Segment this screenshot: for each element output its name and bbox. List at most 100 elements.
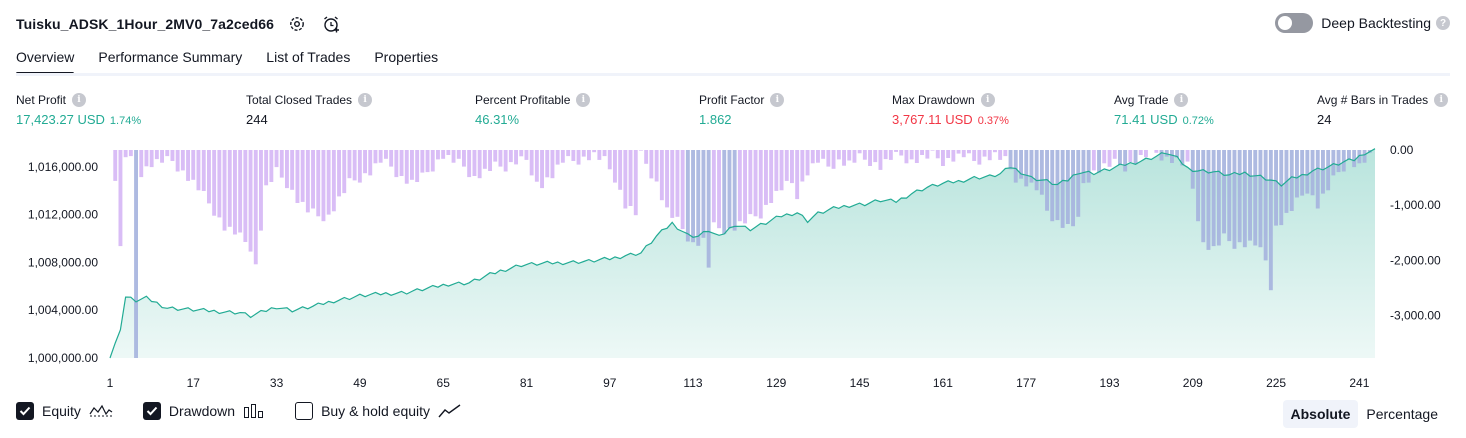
drawdown-bar [389,150,393,167]
drawdown-bar [275,150,279,167]
drawdown-bar [306,150,310,212]
drawdown-bar [207,150,211,203]
drawdown-bar [113,150,117,181]
drawdown-bar [800,150,804,182]
tab-performance-summary[interactable]: Performance Summary [98,45,242,75]
drawdown-bar [348,150,352,178]
drawdown-bar [379,150,383,163]
help-icon[interactable]: ? [1436,16,1450,30]
drawdown-bar [879,150,883,170]
stat-value: 3,767.11 USD [892,112,973,127]
drawdown-toggle[interactable]: Drawdown [143,402,265,420]
drawdown-bar [780,150,784,190]
drawdown-bar [842,150,846,166]
drawdown-bar [894,150,898,152]
gear-icon[interactable] [286,13,308,35]
drawdown-bar [941,150,945,166]
x-axis-tick-label: 241 [1349,376,1369,390]
info-icon[interactable]: i [981,93,995,107]
drawdown-bar [629,150,633,206]
equity-drawdown-chart[interactable]: 1,000,000.00 1,004,000.00 1,008,000.00 1,01… [0,140,1466,394]
drawdown-bar [535,150,539,182]
strategy-title: Tuisku_ADSK_1Hour_2MV0_7a2ced66 [16,16,274,32]
drawdown-bar [259,150,263,231]
right-axis-tick-label: -2,000.00 [1390,253,1441,267]
drawdown-bar [332,150,336,211]
report-header: Tuisku_ADSK_1Hour_2MV0_7a2ced66 [16,12,342,36]
tab-list-of-trades[interactable]: List of Trades [266,45,350,75]
info-icon[interactable]: i [770,93,784,107]
drawdown-bar [618,150,622,190]
drawdown-bar [587,150,591,160]
equity-line-icon [89,403,113,419]
drawdown-bar [920,150,924,155]
equity-checkbox[interactable] [16,402,34,420]
drawdown-bar [806,150,810,175]
info-icon[interactable]: i [1174,93,1188,107]
tab-overview[interactable]: Overview [16,45,74,75]
drawdown-bar [124,150,128,157]
equity-toggle[interactable]: Equity [16,402,113,420]
stat-label: Percent Profitable [475,93,570,107]
info-icon[interactable]: i [1434,93,1448,107]
drawdown-bar [551,150,555,178]
drawdown-checkbox[interactable] [143,402,161,420]
left-axis-tick-label: 1,000,000.00 [28,351,98,365]
absolute-button[interactable]: Absolute [1283,400,1359,428]
drawdown-bar [837,150,841,159]
stat-profit-factor: Profit Factor i 1.862 [699,93,784,127]
drawdown-bar [957,150,961,154]
drawdown-bar [285,150,289,188]
drawdown-bar [1290,150,1294,211]
drawdown-bar [660,150,664,200]
tab-properties[interactable]: Properties [374,45,438,75]
stat-label: Avg # Bars in Trades [1317,93,1428,107]
stat-avg-trade: Avg Trade i 71.41 USD 0.72% [1114,93,1214,127]
drawdown-bar [1300,150,1304,196]
info-icon[interactable]: i [72,93,86,107]
drawdown-bar [452,150,456,163]
drawdown-bar [1102,150,1106,163]
drawdown-bar [649,150,653,178]
deep-backtesting-toggle[interactable] [1275,13,1313,33]
drawdown-bar [394,150,398,177]
drawdown-bar [290,150,294,190]
equity-area [110,149,1375,358]
drawdown-bar [519,150,523,156]
drawdown-bar [748,150,752,214]
drawdown-bar [603,150,607,156]
buy-hold-checkbox[interactable] [295,402,313,420]
drawdown-bar [426,150,430,172]
drawdown-bar [202,150,206,191]
percentage-button[interactable]: Percentage [1358,400,1446,428]
alarm-clock-icon[interactable] [320,13,342,35]
drawdown-bar [696,150,700,246]
drawdown-bar [592,150,596,152]
info-icon[interactable]: i [358,93,372,107]
stat-label: Profit Factor [699,93,764,107]
drawdown-bar [1035,150,1039,190]
drawdown-bar [967,150,971,153]
x-axis-tick-label: 145 [850,376,870,390]
drawdown-bar [1305,150,1309,194]
drawdown-bar [483,150,487,169]
drawdown-bar [764,150,768,205]
left-axis-tick-label: 1,008,000.00 [28,256,98,270]
left-axis-tick-label: 1,004,000.00 [28,303,98,317]
equity-label: Equity [42,403,81,419]
drawdown-bar [962,150,966,157]
drawdown-bar [358,150,362,183]
info-icon[interactable]: i [576,93,590,107]
deep-backtesting: Deep Backtesting ? [1275,13,1450,33]
deep-backtesting-label: Deep Backtesting [1321,15,1431,31]
stat-max-drawdown: Max Drawdown i 3,767.11 USD 0.37% [892,93,1009,127]
drawdown-bar [488,150,492,171]
stat-value: 244 [246,112,268,127]
drawdown-bar [504,150,508,172]
buy-hold-toggle[interactable]: Buy & hold equity [295,402,462,420]
drawdown-bar [993,150,997,152]
left-axis-tick-label: 1,016,000.00 [28,160,98,174]
drawdown-bar [571,150,575,161]
drawdown-bars-icon [243,403,265,419]
drawdown-bar [826,150,830,167]
